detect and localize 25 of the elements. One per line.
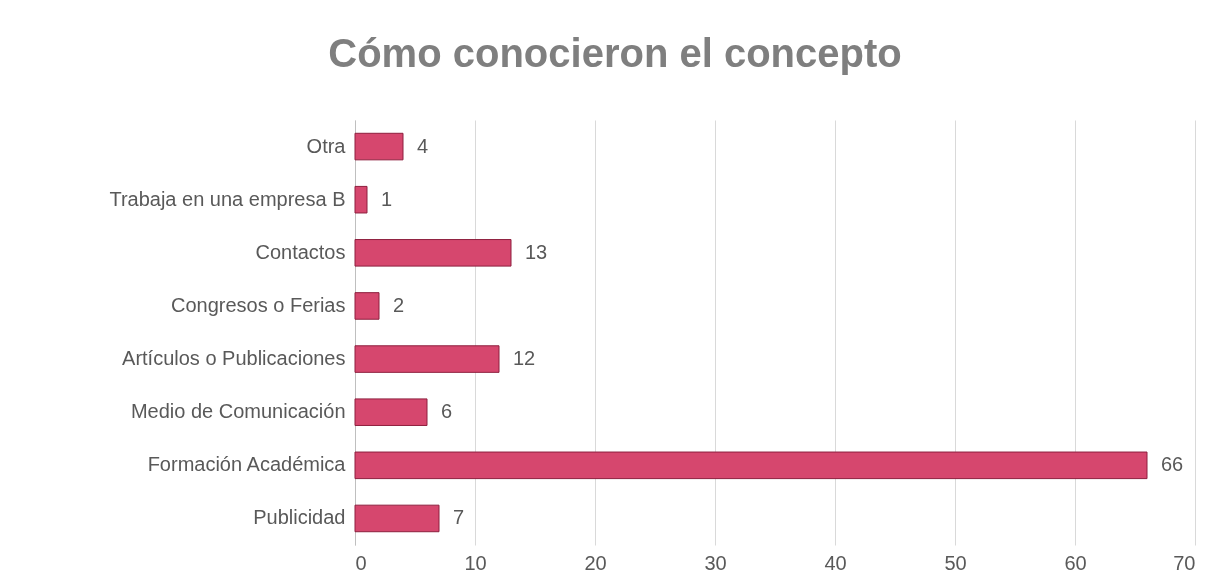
y-tick-label: Otra — [306, 134, 347, 157]
x-tick-label: 0 — [355, 551, 367, 574]
data-label: 2 — [393, 293, 405, 316]
y-tick-label: Trabaja en una empresa B — [109, 187, 346, 210]
x-tick-label: 40 — [824, 551, 847, 574]
y-tick-label: Formación Académica — [147, 453, 347, 476]
x-tick-label: 60 — [1064, 551, 1087, 574]
y-tick-label: Medio de Comunicación — [130, 400, 346, 423]
y-tick-label: Publicidad — [253, 506, 346, 529]
data-label: 13 — [525, 240, 548, 263]
x-tick-label: 30 — [704, 551, 727, 574]
x-tick-label: 10 — [464, 551, 487, 574]
x-tick-label: 50 — [944, 551, 967, 574]
x-tick-label: 70 — [1173, 551, 1196, 574]
data-label: 6 — [441, 400, 453, 423]
data-label: 1 — [381, 187, 393, 210]
chart-title: Cómo conocieron el concepto — [328, 31, 902, 75]
data-label: 12 — [513, 347, 536, 370]
data-label: 7 — [453, 506, 465, 529]
data-label: 66 — [1161, 453, 1184, 476]
y-tick-label: Contactos — [255, 240, 346, 263]
x-tick-label: 20 — [584, 551, 607, 574]
y-tick-label: Congresos o Ferias — [170, 293, 346, 316]
y-tick-label: Artículos o Publicaciones — [122, 347, 346, 370]
data-label: 4 — [417, 134, 429, 157]
